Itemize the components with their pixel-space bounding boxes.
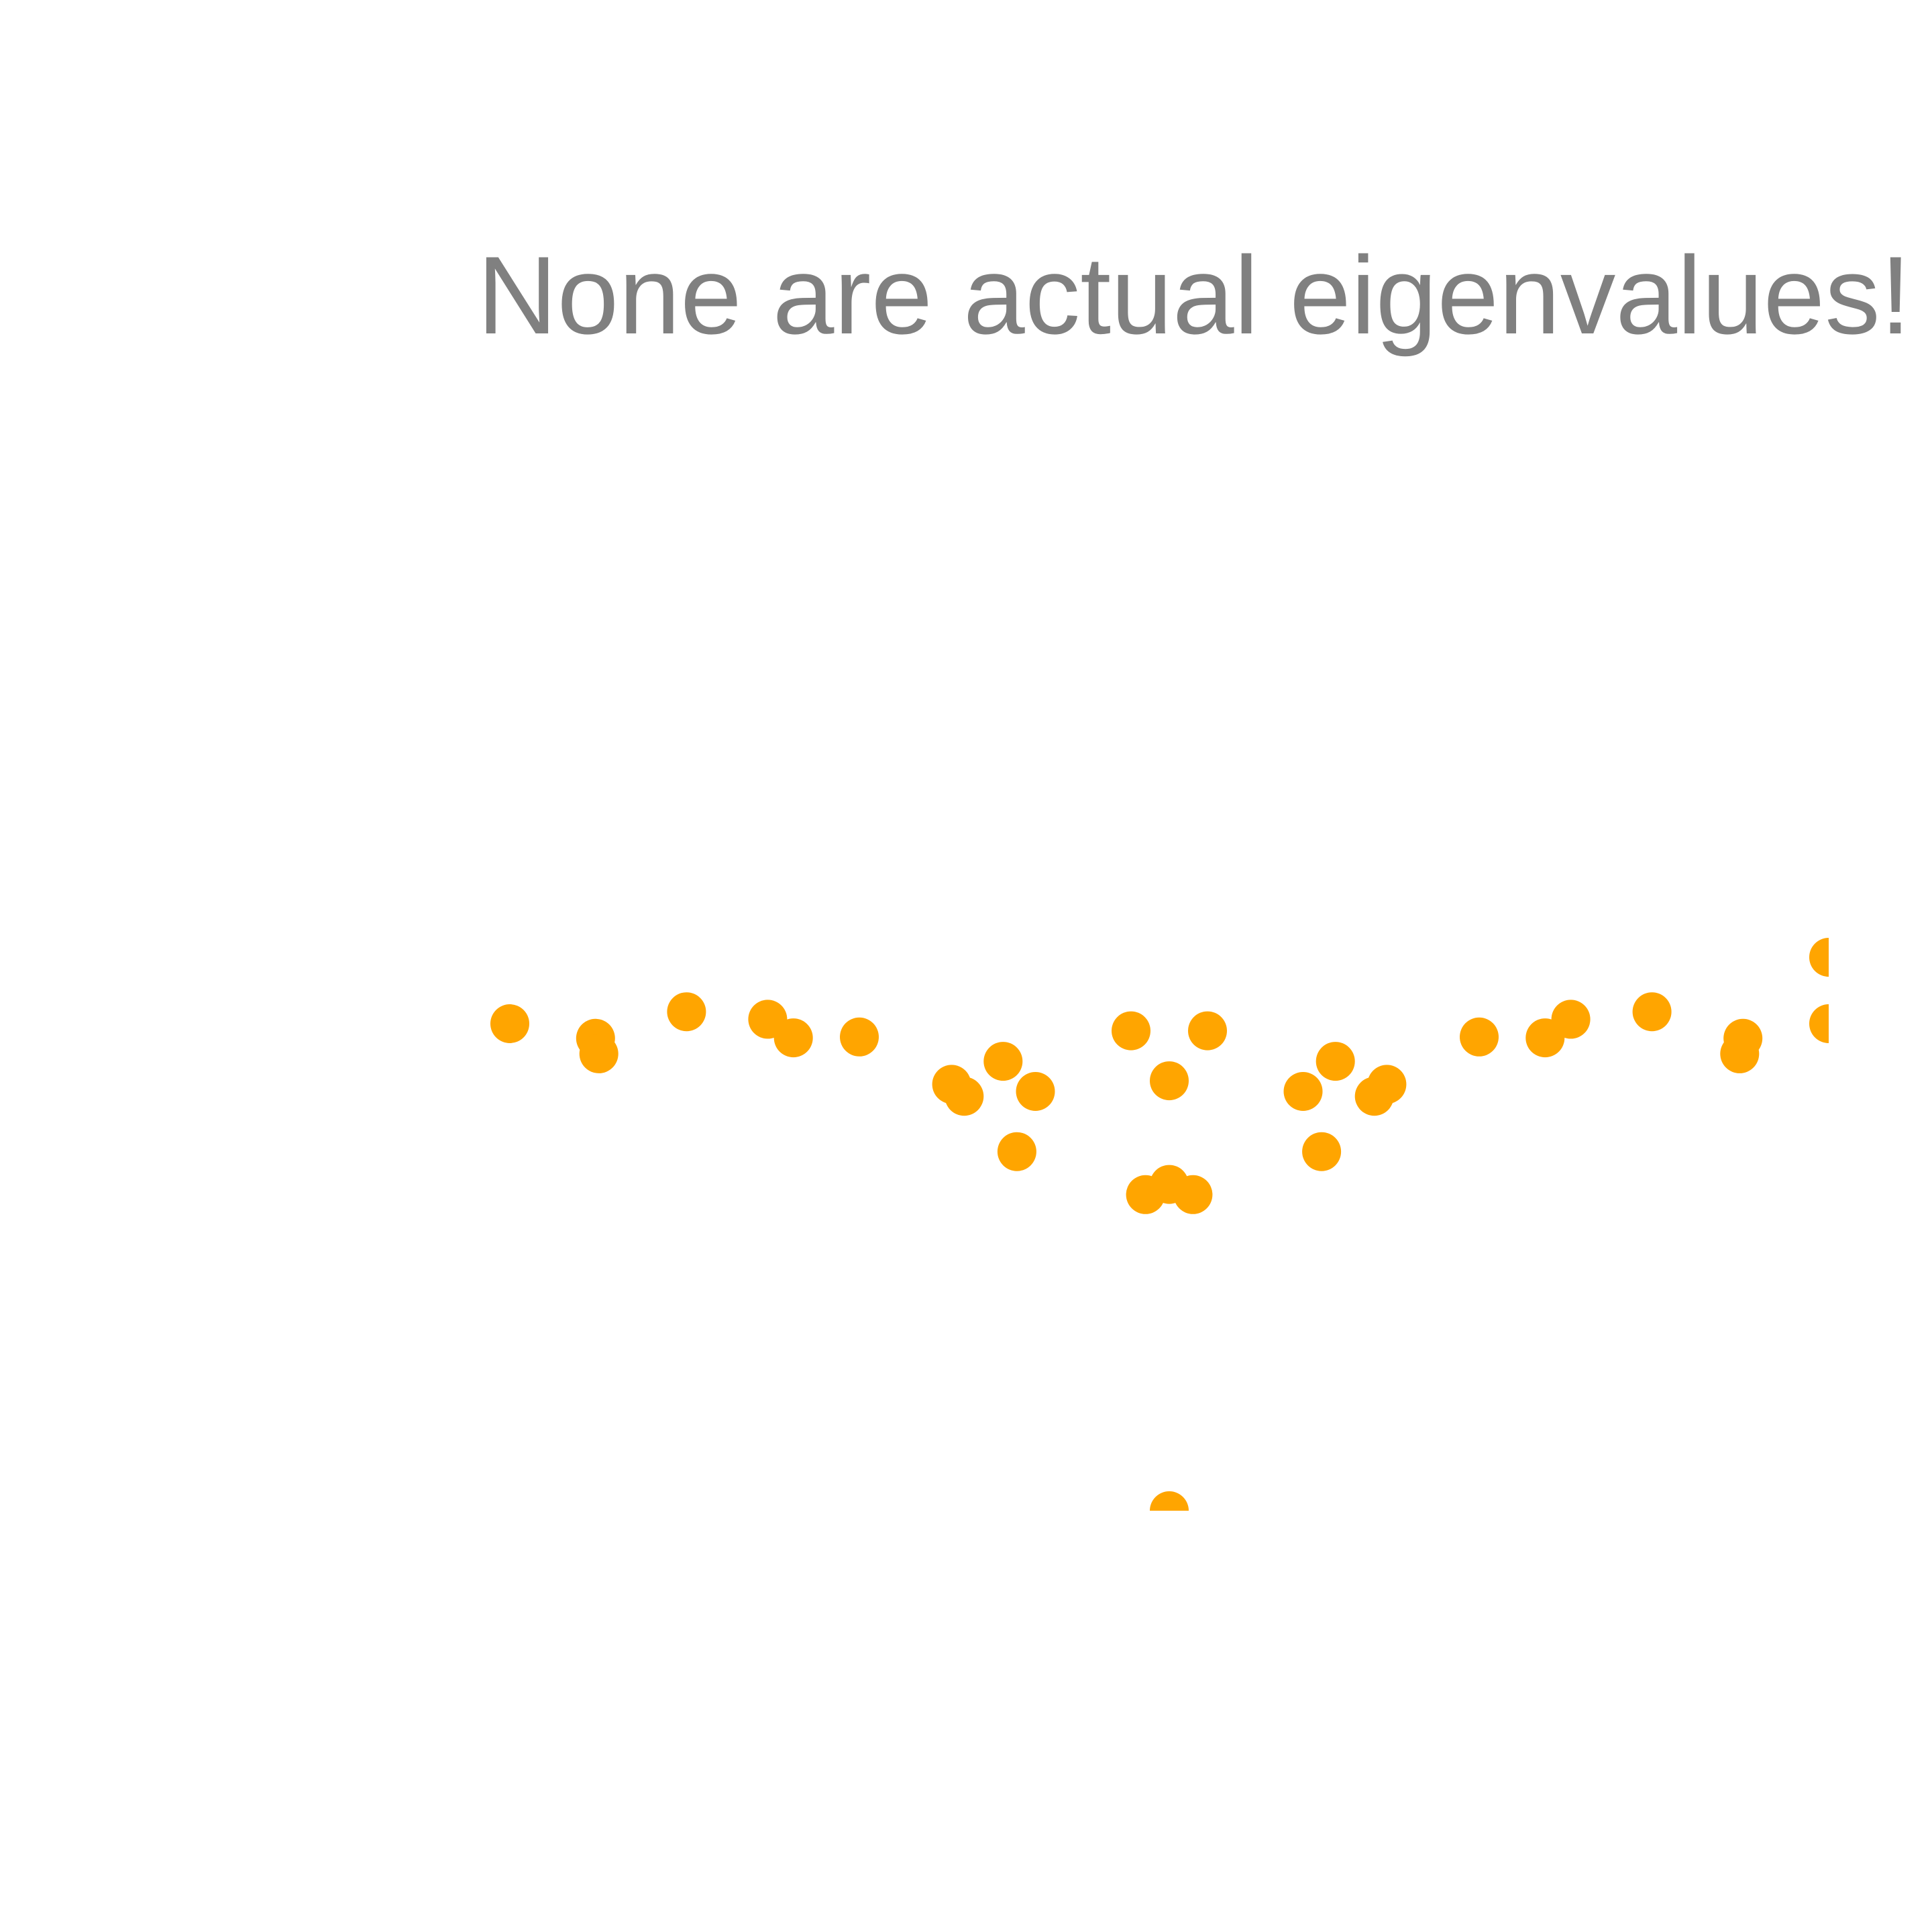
scatter-point-3: [579, 1034, 619, 1073]
scatter-point-19: [1150, 1491, 1189, 1511]
scatter-point-22: [1316, 1042, 1355, 1081]
scatter-point-24: [1367, 1065, 1407, 1104]
scatter-point-31: [1809, 1004, 1829, 1043]
scatter-point-18: [1188, 1011, 1227, 1051]
scatter-point-17: [1173, 1175, 1213, 1214]
chart-title: None are actual eigenvalues!: [477, 233, 1911, 357]
scatter-point-28: [1632, 992, 1672, 1032]
scatter-point-16: [1150, 1061, 1189, 1101]
scatter-point-4: [667, 992, 706, 1032]
scatter-point-12: [1016, 1072, 1055, 1111]
scatter-point-20: [1283, 1072, 1323, 1111]
scatter-point-11: [997, 1132, 1036, 1171]
scatter-point-13: [1112, 1011, 1150, 1051]
scatter-point-25: [1460, 1017, 1499, 1057]
scatter-point-7: [840, 1017, 879, 1057]
scatter-point-1: [490, 1004, 529, 1043]
scatter-point-21: [1302, 1132, 1342, 1171]
scatter-point-30: [1723, 1018, 1763, 1058]
scatter-point-9: [945, 1077, 984, 1116]
scatter-points: [490, 938, 1829, 1511]
scatter-point-6: [773, 1018, 813, 1058]
scatter-point-27: [1551, 1000, 1591, 1039]
scatter-point-32: [1809, 938, 1829, 977]
scatter-point-10: [983, 1042, 1023, 1081]
